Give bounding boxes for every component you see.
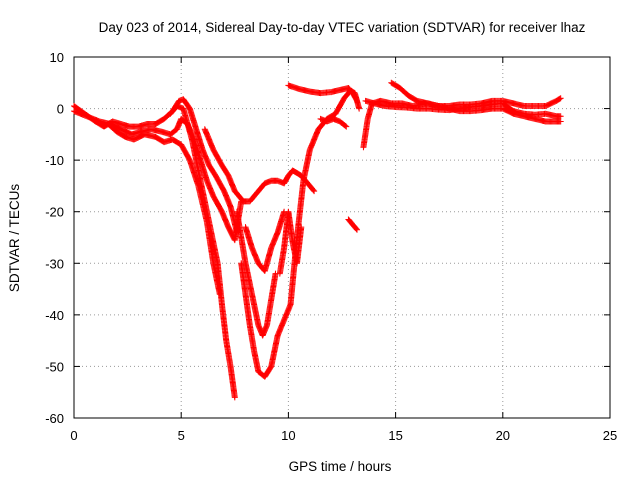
series-arc-j bbox=[285, 82, 361, 104]
series-arc-l bbox=[345, 216, 361, 233]
series-arc-k bbox=[317, 115, 350, 130]
series-arc-d bbox=[167, 102, 238, 401]
series-arc-f bbox=[233, 208, 279, 339]
data-point bbox=[310, 187, 317, 194]
series-arc-o bbox=[388, 79, 564, 125]
x-axis-label: GPS time / hours bbox=[289, 459, 392, 474]
data-point bbox=[557, 113, 564, 120]
y-tick-label: -10 bbox=[45, 153, 64, 168]
x-tick-label: 10 bbox=[281, 428, 295, 443]
chart-title: Day 023 of 2014, Sidereal Day-to-day VTE… bbox=[99, 20, 586, 35]
x-tick-label: 25 bbox=[603, 428, 617, 443]
data-point bbox=[353, 96, 360, 103]
plot-frame bbox=[73, 56, 611, 419]
series-arc-e bbox=[201, 126, 318, 205]
x-tick-label: 20 bbox=[496, 428, 510, 443]
data-point bbox=[353, 225, 360, 232]
data-point bbox=[354, 97, 361, 104]
grid bbox=[74, 57, 610, 418]
data-point bbox=[311, 188, 318, 195]
series-arc-i bbox=[276, 208, 305, 277]
data-point bbox=[356, 105, 363, 112]
data-point bbox=[557, 95, 564, 102]
data-point bbox=[231, 394, 238, 401]
x-tick-label: 15 bbox=[388, 428, 402, 443]
y-tick-label: -50 bbox=[45, 359, 64, 374]
series-arc-b bbox=[71, 108, 245, 244]
data-point bbox=[342, 122, 349, 129]
x-tick-label: 0 bbox=[70, 428, 77, 443]
y-tick-label: 10 bbox=[50, 50, 64, 65]
series-arc-h bbox=[242, 208, 288, 275]
data-point bbox=[343, 123, 350, 130]
data-points bbox=[71, 79, 564, 401]
y-axis-label: SDTVAR / TECUs bbox=[7, 184, 22, 293]
y-tick-label: -30 bbox=[45, 256, 64, 271]
x-tick-label: 5 bbox=[178, 428, 185, 443]
y-tick-label: 0 bbox=[57, 102, 64, 117]
y-tick-label: -60 bbox=[45, 411, 64, 426]
data-point bbox=[556, 95, 563, 102]
axis-ticks: 0 5 10 15 20 25 10 0 -10 -20 -30 -40 -50 -60 bbox=[45, 50, 617, 443]
data-point bbox=[354, 226, 361, 233]
y-tick-label: -40 bbox=[45, 308, 64, 323]
data-point bbox=[557, 118, 564, 125]
y-tick-label: -20 bbox=[45, 205, 64, 220]
data-point bbox=[298, 224, 305, 231]
